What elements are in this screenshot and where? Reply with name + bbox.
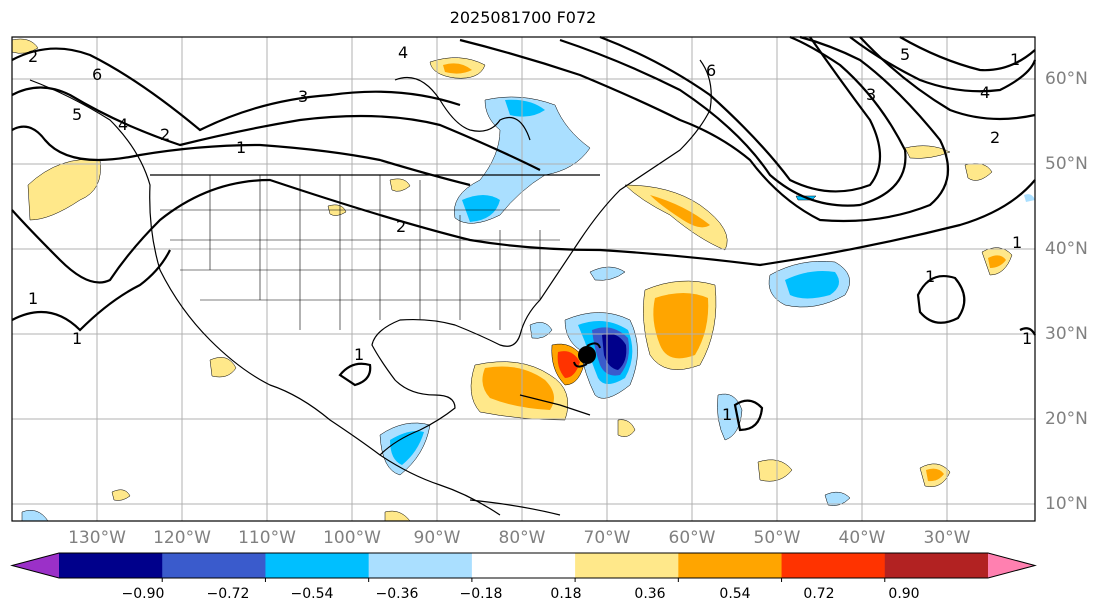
colorbar-tick-label: −0.72 <box>206 586 250 602</box>
colorbar-extend-high <box>988 553 1035 578</box>
longitude-label: 60°W <box>668 528 716 548</box>
positive-anomaly <box>443 63 472 74</box>
positive-anomaly <box>653 293 709 359</box>
colorbar <box>10 552 1037 582</box>
coastlines <box>29 59 712 516</box>
colorbar-segment <box>59 553 163 578</box>
contour-label: 1 <box>236 138 246 157</box>
negative-anomaly <box>462 195 500 222</box>
contour-lines <box>11 35 1037 432</box>
longitude-label: 70°W <box>583 528 631 548</box>
negative-anomaly <box>1024 194 1035 202</box>
contour-label: 1 <box>1022 329 1032 348</box>
negative-anomaly <box>390 431 424 465</box>
contour-label: 1 <box>1010 50 1020 69</box>
colorbar-segment <box>884 553 989 578</box>
longitude-label: 90°W <box>413 528 461 548</box>
contour-label: 3 <box>298 87 308 106</box>
colorbar-segment <box>265 553 370 578</box>
contour-label: 4 <box>398 43 408 62</box>
colorbar-tick-label: 0.90 <box>888 586 920 602</box>
hurricane-marker-icon <box>573 342 601 368</box>
contour-label-group: 2 6 5 4 3 2 1 1 2 1 1 4 6 5 4 3 2 1 1 1 … <box>28 43 1032 424</box>
longitude-label: 130°W <box>68 528 126 548</box>
contour-label: 2 <box>396 217 406 236</box>
contour-label: 2 <box>160 125 170 144</box>
negative-anomaly <box>602 333 627 370</box>
contour-label: 3 <box>866 85 876 104</box>
longitude-label: 80°W <box>498 528 546 548</box>
contour-label: 1 <box>925 267 935 286</box>
contour-label: 1 <box>1012 233 1022 252</box>
positive-anomaly <box>209 357 237 378</box>
colorbar-segment <box>678 553 783 578</box>
colorbar-tick-label: −0.18 <box>459 586 503 602</box>
contour-label: 1 <box>28 289 38 308</box>
latitude-label: 10°N <box>1045 494 1088 514</box>
longitude-label: 100°W <box>323 528 381 548</box>
longitude-label: 50°W <box>753 528 801 548</box>
longitude-label: 110°W <box>238 528 296 548</box>
colorbar-tick-label: 0.72 <box>803 586 835 602</box>
colorbar-extend-low <box>12 553 59 578</box>
colorbar-segment <box>471 553 576 578</box>
colorbar-tick-label: −0.54 <box>290 586 334 602</box>
contour-label: 1 <box>72 329 82 348</box>
positive-anomaly <box>650 195 710 228</box>
positive-anomaly <box>11 38 39 54</box>
contour-label: 1 <box>354 345 364 364</box>
positive-anomaly <box>617 419 636 437</box>
positive-anomaly <box>557 351 580 378</box>
latitude-label: 50°N <box>1045 154 1088 174</box>
negative-anomaly <box>785 271 839 299</box>
contour-label: 2 <box>28 47 38 66</box>
positive-anomaly <box>926 468 944 482</box>
positive-anomaly <box>904 145 951 159</box>
contour-label: 6 <box>92 65 102 84</box>
colorbar-tick-label: −0.90 <box>121 586 165 602</box>
positive-anomaly <box>27 159 101 221</box>
longitude-label: 120°W <box>153 528 211 548</box>
latitude-label: 20°N <box>1045 409 1088 429</box>
latitude-label: 30°N <box>1045 324 1088 344</box>
positive-anomaly <box>624 184 728 251</box>
latitude-label: 40°N <box>1045 239 1088 259</box>
graticule <box>12 37 1035 521</box>
longitude-label: 30°W <box>923 528 971 548</box>
colorbar-tick-label: 0.54 <box>719 586 751 602</box>
negative-anomaly <box>505 99 545 117</box>
positive-anomaly <box>389 178 411 192</box>
positive-anomaly <box>111 489 131 501</box>
contour-label: 1 <box>722 405 732 424</box>
contour-label: 5 <box>72 105 82 124</box>
map-frame <box>11 36 1036 522</box>
contour-label: 4 <box>980 83 990 102</box>
colorbar-segment <box>162 553 266 578</box>
map-title: 2025081700 F072 <box>449 8 597 27</box>
contour-label: 2 <box>990 128 1000 147</box>
positive-anomaly <box>988 255 1006 268</box>
colorbar-tick-label: 0.18 <box>550 586 582 602</box>
negative-anomaly <box>824 491 851 506</box>
colorbar-outline <box>10 552 1037 579</box>
contour-label: 4 <box>118 115 128 134</box>
colorbar-segment <box>575 553 679 578</box>
colorbar-segment <box>781 553 886 578</box>
colorbar-tick-label: −0.36 <box>375 586 419 602</box>
positive-anomaly <box>757 459 793 482</box>
contour-label: 6 <box>706 61 716 80</box>
latitude-label: 60°N <box>1045 69 1088 89</box>
longitude-label: 40°W <box>838 528 886 548</box>
contour-label: 5 <box>900 45 910 64</box>
colorbar-segment <box>368 553 473 578</box>
colorbar-tick-label: 0.36 <box>634 586 666 602</box>
